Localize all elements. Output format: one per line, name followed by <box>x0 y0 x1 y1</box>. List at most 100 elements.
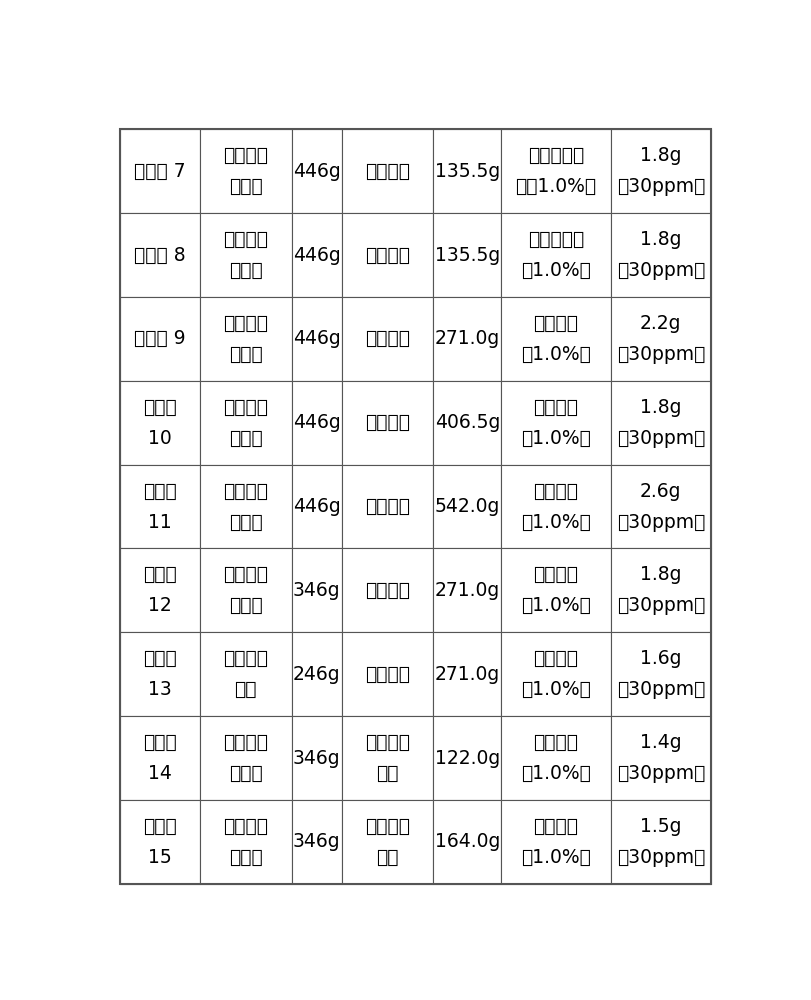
Bar <box>611 548 711 632</box>
Text: 2.2g
（30ppm）: 2.2g （30ppm） <box>616 314 705 364</box>
Text: 406.5g: 406.5g <box>435 413 500 432</box>
Bar <box>292 632 341 716</box>
Bar <box>501 716 611 800</box>
Bar <box>433 716 501 800</box>
Bar <box>433 297 501 381</box>
Text: 实施例 8: 实施例 8 <box>135 246 186 265</box>
Text: 446g: 446g <box>293 162 341 181</box>
Text: 十七氟辛
基乙烯: 十七氟辛 基乙烯 <box>223 230 268 280</box>
Text: 1.6g
（30ppm）: 1.6g （30ppm） <box>616 649 705 699</box>
Bar <box>200 213 292 297</box>
Bar <box>120 800 200 884</box>
Text: 十七氟辛
基乙烯: 十七氟辛 基乙烯 <box>223 482 268 532</box>
Bar <box>292 548 341 632</box>
Bar <box>501 800 611 884</box>
Bar <box>341 381 433 465</box>
Text: 十七氟辛
基乙烯: 十七氟辛 基乙烯 <box>223 314 268 364</box>
Bar <box>341 297 433 381</box>
Bar <box>433 213 501 297</box>
Bar <box>120 548 200 632</box>
Bar <box>200 381 292 465</box>
Text: 346g: 346g <box>293 749 341 768</box>
Text: 十七氟辛
基乙烯: 十七氟辛 基乙烯 <box>223 146 268 196</box>
Text: 实施例
13: 实施例 13 <box>144 649 177 699</box>
Text: 542.0g: 542.0g <box>435 497 500 516</box>
Text: 实施例
11: 实施例 11 <box>144 482 177 532</box>
Text: 三氯氢硅: 三氯氢硅 <box>365 162 410 181</box>
Text: 三氯氢硅: 三氯氢硅 <box>365 665 410 684</box>
Bar <box>200 129 292 213</box>
Bar <box>120 297 200 381</box>
Text: 三乙氧基
氢硅: 三乙氧基 氢硅 <box>365 817 410 867</box>
Text: 三氯氢硅: 三氯氢硅 <box>365 329 410 348</box>
Text: 九氟丁基
乙烯: 九氟丁基 乙烯 <box>223 649 268 699</box>
Bar <box>292 716 341 800</box>
Text: 硅胶负载
（1.0%）: 硅胶负载 （1.0%） <box>521 565 591 615</box>
Bar <box>120 716 200 800</box>
Bar <box>501 465 611 548</box>
Text: 三氯氢硅: 三氯氢硅 <box>365 246 410 265</box>
Text: 246g: 246g <box>293 665 341 684</box>
Text: 十三氟己
基乙烯: 十三氟己 基乙烯 <box>223 733 268 783</box>
Bar <box>200 800 292 884</box>
Bar <box>292 297 341 381</box>
Bar <box>341 632 433 716</box>
Bar <box>341 129 433 213</box>
Bar <box>433 465 501 548</box>
Text: 1.8g
（30ppm）: 1.8g （30ppm） <box>616 565 705 615</box>
Bar <box>200 632 292 716</box>
Bar <box>501 129 611 213</box>
Bar <box>433 548 501 632</box>
Bar <box>120 213 200 297</box>
Bar <box>292 381 341 465</box>
Bar <box>120 129 200 213</box>
Text: 271.0g: 271.0g <box>435 581 500 600</box>
Bar <box>292 129 341 213</box>
Text: 1.8g
（30ppm）: 1.8g （30ppm） <box>616 398 705 448</box>
Text: 446g: 446g <box>293 413 341 432</box>
Bar <box>433 632 501 716</box>
Bar <box>341 548 433 632</box>
Bar <box>611 381 711 465</box>
Text: 硅胶负载
（1.0%）: 硅胶负载 （1.0%） <box>521 314 591 364</box>
Text: 实施例 9: 实施例 9 <box>135 329 186 348</box>
Bar <box>611 465 711 548</box>
Text: 135.5g: 135.5g <box>435 162 500 181</box>
Text: 346g: 346g <box>293 832 341 851</box>
Bar <box>501 381 611 465</box>
Text: 446g: 446g <box>293 497 341 516</box>
Text: 446g: 446g <box>293 246 341 265</box>
Bar <box>611 129 711 213</box>
Text: 实施例
14: 实施例 14 <box>144 733 177 783</box>
Text: 实施例 7: 实施例 7 <box>135 162 186 181</box>
Text: 1.4g
（30ppm）: 1.4g （30ppm） <box>616 733 705 783</box>
Bar <box>501 632 611 716</box>
Bar <box>501 297 611 381</box>
Bar <box>433 129 501 213</box>
Text: 硅胶负载
（1.0%）: 硅胶负载 （1.0%） <box>521 398 591 448</box>
Text: 三氯氢硅: 三氯氢硅 <box>365 581 410 600</box>
Text: 1.8g
（30ppm）: 1.8g （30ppm） <box>616 230 705 280</box>
Text: 271.0g: 271.0g <box>435 329 500 348</box>
Text: 三氧化铝负
载（1.0%）: 三氧化铝负 载（1.0%） <box>516 146 597 196</box>
Bar <box>200 465 292 548</box>
Text: 三氯氢硅: 三氯氢硅 <box>365 497 410 516</box>
Bar <box>611 716 711 800</box>
Text: 271.0g: 271.0g <box>435 665 500 684</box>
Text: 346g: 346g <box>293 581 341 600</box>
Text: 硅胶负载
（1.0%）: 硅胶负载 （1.0%） <box>521 733 591 783</box>
Bar <box>341 465 433 548</box>
Text: 三氯氢硅: 三氯氢硅 <box>365 413 410 432</box>
Bar <box>501 213 611 297</box>
Bar <box>292 800 341 884</box>
Text: 实施例
15: 实施例 15 <box>144 817 177 867</box>
Text: 硅胶负载
（1.0%）: 硅胶负载 （1.0%） <box>521 649 591 699</box>
Bar <box>200 548 292 632</box>
Text: 硅胶负载
（1.0%）: 硅胶负载 （1.0%） <box>521 482 591 532</box>
Text: 实施例
12: 实施例 12 <box>144 565 177 615</box>
Text: 活性炭负载
（1.0%）: 活性炭负载 （1.0%） <box>521 230 591 280</box>
Text: 135.5g: 135.5g <box>435 246 500 265</box>
Text: 2.6g
（30ppm）: 2.6g （30ppm） <box>616 482 705 532</box>
Bar <box>120 381 200 465</box>
Bar <box>292 213 341 297</box>
